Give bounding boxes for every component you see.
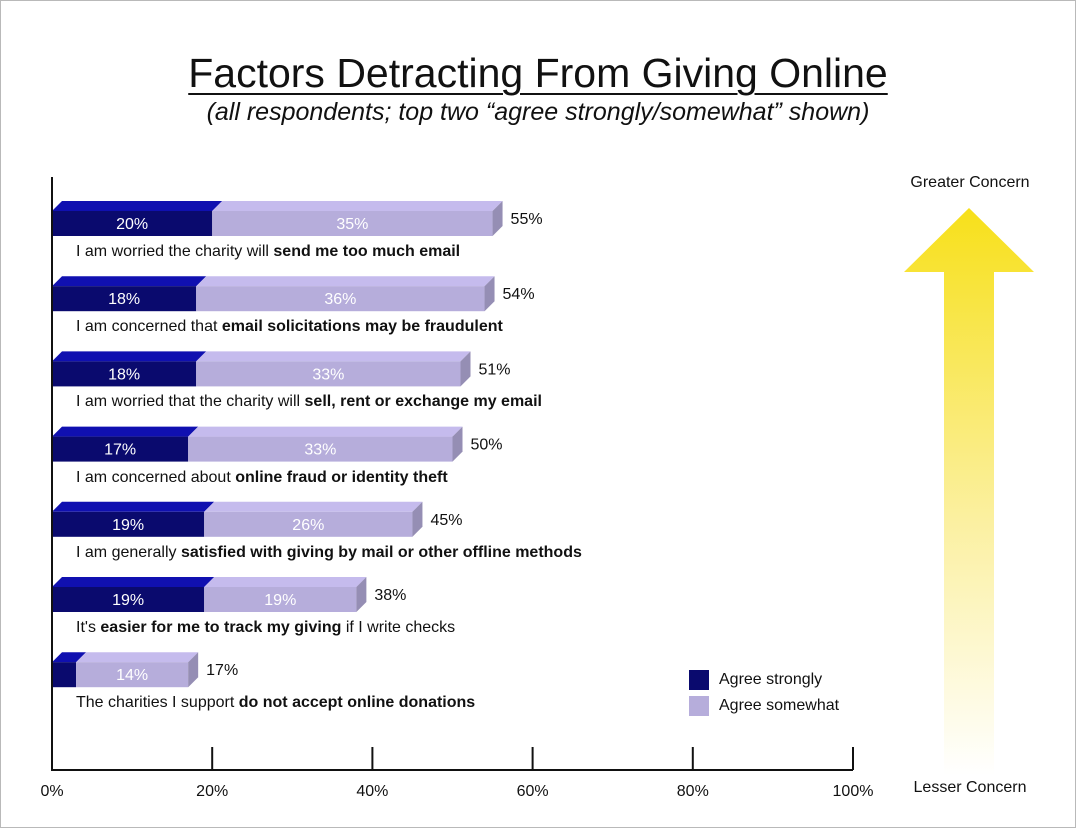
data-label: 33% — [312, 366, 344, 383]
chart-subtitle: (all respondents; top two “agree strongl… — [206, 98, 870, 126]
legend-label: Agree somewhat — [719, 697, 840, 714]
bar-agree-strongly-top — [52, 652, 87, 663]
category-label: It's easier for me to track my giving if… — [76, 619, 456, 636]
legend-item-agree-somewhat: Agree somewhat — [689, 693, 839, 719]
data-label: 20% — [116, 216, 148, 233]
data-label: 35% — [336, 216, 368, 233]
bar-agree-somewhat-side — [484, 276, 495, 312]
category-label: I am worried that the charity will sell,… — [76, 393, 542, 411]
bar-agree-strongly — [52, 662, 77, 688]
data-label: 26% — [292, 517, 324, 534]
greater-concern-label: Greater Concern — [910, 174, 1030, 191]
concern-arrow — [904, 208, 1034, 775]
legend-swatch-agree-strongly — [689, 670, 709, 690]
category-label: The charities I support do not accept on… — [76, 694, 476, 712]
bar-agree-strongly-top — [52, 426, 199, 437]
x-tick-label: 40% — [356, 783, 388, 800]
bar-agree-somewhat-top — [188, 426, 463, 437]
bar-agree-strongly — [52, 211, 213, 236]
x-tick-label: 60% — [517, 783, 549, 800]
data-label: 14% — [116, 667, 148, 684]
x-tick-label: 80% — [677, 783, 709, 800]
data-label: 18% — [108, 291, 140, 308]
total-label: 55% — [511, 211, 543, 228]
bar-agree-strongly — [52, 511, 205, 537]
legend: Agree strongly Agree somewhat — [689, 667, 839, 719]
lesser-concern-label: Lesser Concern — [913, 779, 1027, 796]
category-label: I am worried the charity will send me to… — [76, 243, 461, 260]
bar-agree-strongly-top — [52, 276, 207, 287]
data-label: 18% — [108, 366, 140, 383]
bar-agree-somewhat-top — [204, 577, 367, 587]
x-tick-label: 20% — [196, 783, 228, 800]
total-label: 38% — [374, 587, 406, 604]
data-label: 19% — [112, 517, 144, 534]
bar-agree-somewhat-side — [412, 501, 423, 537]
bar-agree-somewhat — [212, 211, 493, 236]
bar-agree-somewhat — [76, 662, 189, 688]
x-tick-label: 100% — [833, 783, 874, 800]
bar-agree-somewhat-side — [356, 577, 367, 612]
x-tick-label: 0% — [40, 783, 63, 800]
bar-agree-somewhat — [196, 361, 461, 387]
data-label: 33% — [304, 442, 336, 459]
bar-agree-somewhat-side — [188, 652, 199, 688]
legend-label: Agree strongly — [719, 671, 823, 688]
bar-agree-somewhat — [204, 511, 413, 537]
bar-agree-strongly-top — [52, 351, 207, 362]
data-label: 36% — [324, 291, 356, 308]
data-label: 19% — [264, 592, 296, 609]
total-label: 51% — [479, 361, 511, 378]
total-label: 45% — [430, 512, 462, 529]
bar-agree-strongly — [52, 587, 205, 612]
bar-agree-somewhat-top — [204, 501, 423, 512]
bar-agree-strongly-top — [52, 201, 223, 211]
bar-agree-strongly-top — [52, 577, 215, 587]
data-label: 17% — [104, 442, 136, 459]
bar-agree-strongly — [52, 361, 197, 387]
legend-item-agree-strongly: Agree strongly — [689, 667, 839, 693]
total-label: 50% — [471, 437, 503, 454]
total-label: 17% — [206, 662, 238, 679]
bar-agree-somewhat-top — [212, 201, 503, 211]
chart-title: Factors Detracting From Giving Online — [188, 50, 888, 96]
bar-agree-somewhat — [204, 587, 357, 612]
bar-agree-strongly-top — [52, 501, 215, 512]
category-label: I am concerned that email solicitations … — [76, 318, 503, 336]
bar-agree-somewhat-side — [452, 426, 463, 462]
legend-swatch-agree-somewhat — [689, 696, 709, 716]
data-label: 19% — [112, 592, 144, 609]
category-label: I am generally satisfied with giving by … — [76, 543, 582, 561]
bar-agree-somewhat — [188, 436, 453, 462]
bar-agree-somewhat-top — [196, 276, 495, 287]
bar-agree-somewhat-top — [196, 351, 471, 362]
bar-agree-somewhat-side — [492, 201, 503, 236]
bar-agree-somewhat — [196, 286, 485, 312]
bar-agree-somewhat-side — [460, 351, 471, 387]
bar-agree-strongly — [52, 436, 189, 462]
total-label: 54% — [503, 286, 535, 303]
category-label: I am concerned about online fraud or ide… — [76, 468, 448, 486]
bar-agree-somewhat-top — [76, 652, 199, 663]
bar-agree-strongly — [52, 286, 197, 312]
